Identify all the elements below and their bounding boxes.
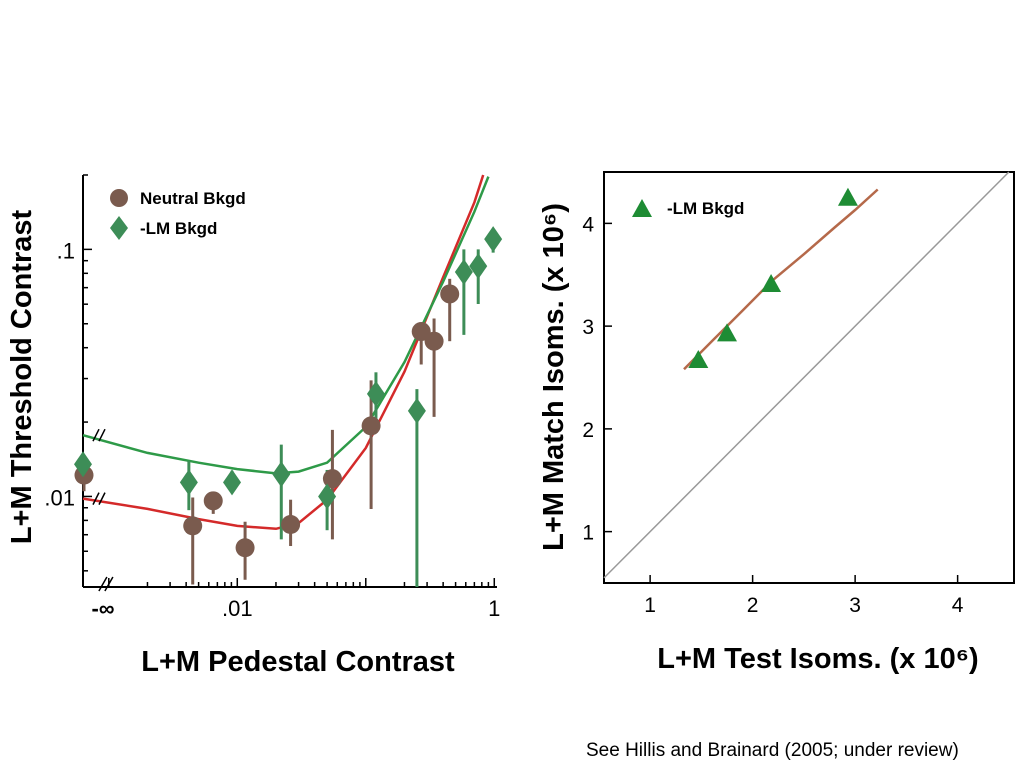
left-legend: Neutral Bkgd -LM Bkgd — [110, 189, 246, 240]
data-point-triangle — [761, 273, 782, 292]
data-point-lm — [366, 380, 385, 407]
data-point-neutral — [322, 469, 342, 489]
right-y-tick-label: 3 — [582, 316, 594, 339]
left-y-axis-label: L+M Threshold Contrast — [6, 210, 38, 545]
right-x-axis-label: L+M Test Isoms. (x 10⁶) — [657, 643, 978, 675]
right-y-axis-label: L+M Match Isoms. (x 10⁶) — [538, 203, 570, 551]
data-point-triangle — [688, 350, 709, 369]
right-axes: 1 2 3 4 1 2 3 4 — [582, 171, 1015, 617]
data-point-neutral — [424, 331, 444, 351]
legend-label: -LM Bkgd — [667, 199, 744, 218]
data-point-neutral — [183, 516, 203, 536]
data-point-lm — [484, 226, 503, 253]
citation-caption: See Hillis and Brainard (2005; under rev… — [586, 740, 959, 761]
right-x-tick-label: 1 — [644, 594, 656, 617]
left-axes: .01 .1 -∞ .01 1 — [44, 174, 500, 621]
fit-curve-match — [683, 188, 879, 371]
right-y-tick-label: 4 — [582, 213, 594, 236]
legend-marker-lm — [110, 216, 128, 240]
data-point-lm — [179, 469, 198, 496]
data-point-neutral — [203, 491, 223, 511]
right-data-points — [688, 187, 858, 369]
left-x-tick-label: .01 — [222, 596, 253, 621]
legend-label: Neutral Bkgd — [140, 189, 246, 208]
right-y-tick-label: 2 — [582, 419, 594, 442]
right-fit-curves — [683, 188, 879, 371]
data-point-triangle — [837, 187, 858, 206]
left-y-tick-label: .1 — [57, 238, 75, 263]
data-point-neutral — [440, 284, 460, 304]
right-x-tick-label: 4 — [952, 594, 964, 617]
legend-marker-triangle — [632, 199, 652, 217]
data-point-neutral — [361, 416, 381, 436]
left-y-tick-label: .01 — [44, 485, 75, 510]
fit-curve-lm — [82, 176, 490, 475]
data-point-triangle — [717, 323, 737, 342]
identity-line — [603, 171, 1010, 579]
data-point-lm — [318, 483, 337, 510]
right-x-tick-label: 2 — [747, 594, 759, 617]
left-data-points — [74, 226, 503, 558]
curve-break-mark — [92, 428, 106, 442]
left-x-tick-label: 1 — [488, 596, 500, 621]
data-point-lm — [272, 461, 291, 488]
right-legend: -LM Bkgd — [632, 199, 744, 218]
data-point-lm — [469, 253, 488, 280]
x-axis-break-mark — [98, 576, 114, 592]
threshold-vs-pedestal-chart: .01 .1 -∞ .01 1 Neutral Bkgd -LM Bkgd L+M Ped… — [6, 174, 503, 678]
curve-break-mark — [92, 492, 106, 505]
match-vs-test-chart: 1 2 3 4 1 2 3 4 -LM Bkgd L+M Test Isoms. (x 10⁶… — [538, 171, 1015, 675]
right-plot-frame — [603, 171, 1015, 584]
left-x-tick-label: -∞ — [91, 596, 114, 621]
left-x-axis-label: L+M Pedestal Contrast — [141, 646, 455, 678]
data-point-neutral — [235, 538, 255, 558]
right-y-tick-label: 1 — [582, 522, 594, 545]
data-point-lm — [74, 451, 92, 478]
data-point-lm — [454, 258, 473, 285]
data-point-lm — [223, 469, 242, 496]
data-point-neutral — [281, 514, 301, 534]
legend-label: -LM Bkgd — [140, 219, 217, 238]
data-point-lm — [407, 397, 426, 424]
right-x-tick-label: 3 — [849, 594, 861, 617]
legend-marker-neutral — [110, 189, 128, 207]
